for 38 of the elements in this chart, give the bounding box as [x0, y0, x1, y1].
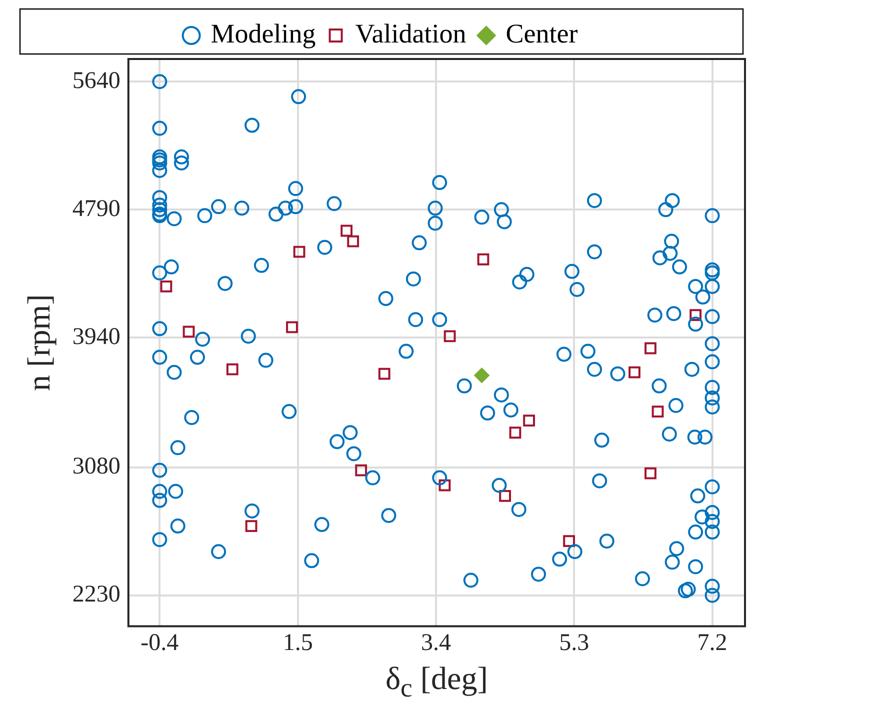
point: [499, 490, 511, 502]
y-tick-label: 3080: [72, 454, 120, 480]
point: [286, 321, 298, 334]
point: [245, 520, 258, 532]
point: [378, 368, 390, 380]
point: [523, 414, 535, 427]
point: [293, 246, 306, 258]
y-tick-label: 3940: [72, 324, 120, 350]
x-tick-label: 7.2: [697, 630, 728, 656]
y-tick-label: 5640: [72, 68, 120, 94]
x-axis-title: δ$_{c}$ [deg]: [385, 658, 488, 704]
x-tick-label: 5.3: [559, 630, 590, 656]
y-tick-label: 4790: [72, 196, 120, 222]
point: [226, 363, 238, 376]
point: [438, 479, 451, 492]
legend-label: Modeling: [210, 18, 316, 49]
point: [644, 467, 656, 480]
point: [477, 253, 490, 266]
point: [355, 464, 368, 476]
point: [690, 309, 702, 322]
y-tick-label: 2230: [72, 582, 120, 608]
legend-label: Center: [506, 18, 578, 49]
point: [347, 235, 360, 248]
point: [509, 426, 522, 439]
y-axis-title: n [rpm]: [20, 294, 57, 392]
point: [563, 535, 575, 548]
point: [652, 406, 664, 418]
x-tick-label: -0.4: [140, 630, 179, 656]
point: [182, 326, 195, 338]
point: [444, 330, 456, 342]
legend-label: Validation: [355, 18, 467, 49]
point: [474, 368, 490, 383]
point: [340, 224, 352, 237]
point: [628, 366, 640, 378]
point: [160, 280, 172, 292]
x-tick-label: 3.4: [420, 630, 451, 656]
point: [644, 342, 656, 354]
x-tick-label: 1.5: [282, 630, 313, 656]
